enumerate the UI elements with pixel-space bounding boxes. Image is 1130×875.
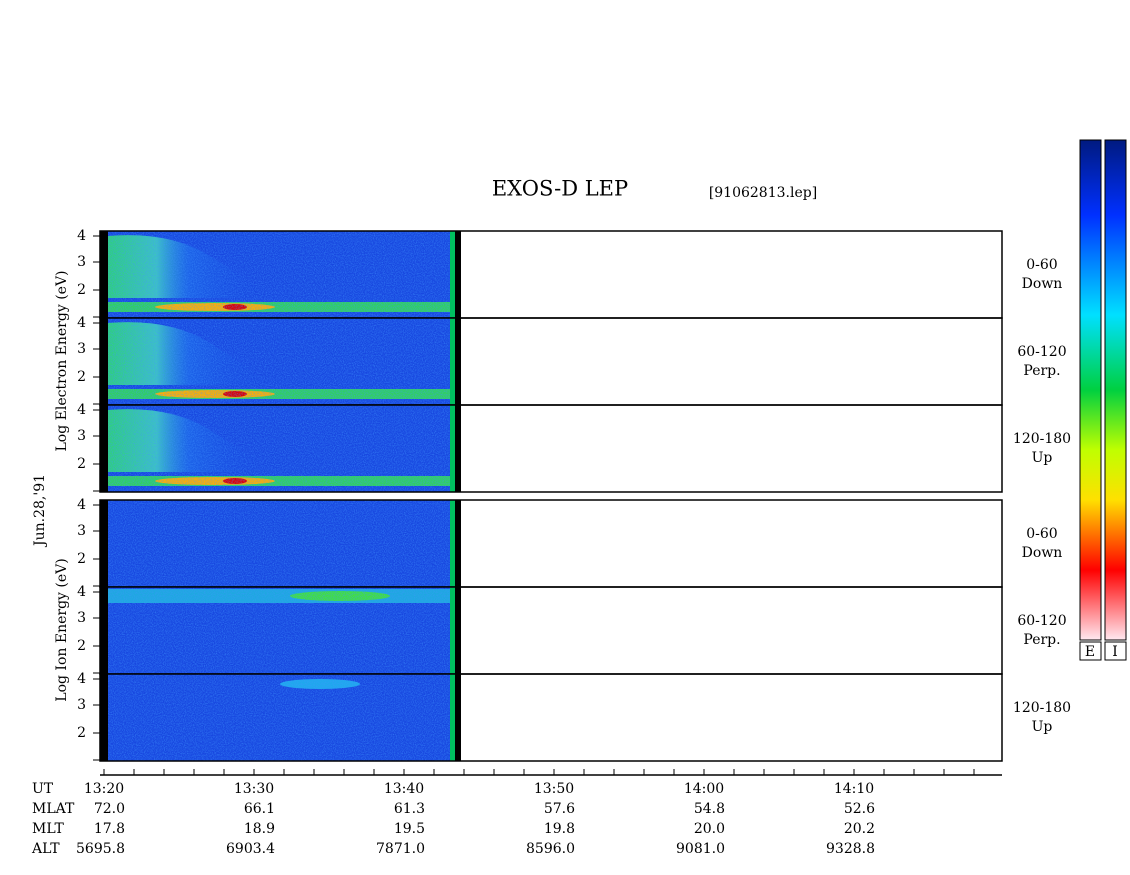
panel-frame	[99, 404, 1003, 493]
data-edge	[100, 587, 108, 674]
row-label: ALT	[31, 841, 60, 857]
ephemeris-value: 17.8	[94, 821, 125, 837]
y-tick-label: 3	[77, 428, 86, 444]
panel-direction: Up	[1032, 450, 1053, 466]
data-edge	[455, 405, 461, 492]
data-edge	[455, 587, 461, 674]
y-tick-label: 2	[77, 638, 86, 654]
row-label: UT	[32, 781, 54, 797]
time-label: 14:00	[684, 781, 724, 797]
ephemeris-value: 54.8	[694, 801, 725, 817]
ephemeris-value: 6903.4	[226, 841, 275, 857]
colorbar	[1079, 139, 1102, 641]
colorbar-label-box	[1079, 641, 1102, 661]
panel-direction: Down	[1022, 276, 1063, 292]
panel-angle: 60-120	[1017, 344, 1066, 360]
spectrogram-noise	[100, 405, 460, 492]
panel-direction: Perp.	[1023, 632, 1060, 648]
spectrogram-noise	[100, 587, 460, 674]
panel-direction: Perp.	[1023, 363, 1060, 379]
electron-axis-label: Log Electron Energy (eV)	[54, 270, 70, 451]
data-edge	[100, 318, 108, 405]
title: EXOS-D LEP	[492, 177, 628, 201]
y-tick-label: 3	[77, 610, 86, 626]
ephemeris-value: 20.0	[694, 821, 725, 837]
panel-angle: 60-120	[1017, 613, 1066, 629]
spectrogram-noise	[100, 231, 460, 318]
ephemeris-value: 20.2	[844, 821, 875, 837]
ephemeris-value: 8596.0	[526, 841, 575, 857]
data-edge	[455, 674, 461, 761]
ion-axis-label: Log Ion Energy (eV)	[54, 558, 70, 701]
date: Jun.28,'91	[32, 474, 48, 548]
time-label: 14:10	[834, 781, 874, 797]
ephemeris-value: 5695.8	[76, 841, 125, 857]
y-tick-label: 2	[77, 551, 86, 567]
colorbar-label-box	[1104, 641, 1127, 661]
colorbar-label: E	[1085, 644, 1095, 660]
data-edge	[100, 500, 108, 587]
ephemeris-value: 18.9	[244, 821, 275, 837]
ephemeris-value: 9328.8	[826, 841, 875, 857]
panel-angle: 0-60	[1026, 257, 1057, 273]
y-tick-label: 4	[77, 584, 86, 600]
y-tick-label: 3	[77, 697, 86, 713]
ephemeris-value: 19.8	[544, 821, 575, 837]
data-edge	[100, 405, 108, 492]
ephemeris-value: 61.3	[394, 801, 425, 817]
row-label: MLT	[32, 821, 64, 837]
data-edge	[455, 500, 461, 587]
data-edge	[450, 674, 455, 761]
panel-direction: Up	[1032, 719, 1053, 735]
spectrogram-noise	[100, 318, 460, 405]
y-tick-label: 3	[77, 523, 86, 539]
panel-angle: 120-180	[1013, 700, 1071, 716]
y-tick-label: 2	[77, 369, 86, 385]
y-tick-label: 4	[77, 228, 86, 244]
data-edge	[450, 405, 455, 492]
y-tick-label: 4	[77, 671, 86, 687]
data-edge	[455, 318, 461, 405]
time-label: 13:40	[384, 781, 424, 797]
y-tick-label: 2	[77, 282, 86, 298]
colorbar	[1104, 139, 1127, 641]
ephemeris-value: 72.0	[94, 801, 125, 817]
data-edge	[450, 318, 455, 405]
data-edge	[450, 231, 455, 318]
data-edge	[100, 231, 108, 318]
ephemeris-value: 7871.0	[376, 841, 425, 857]
panel-frame	[99, 673, 1003, 762]
row-label: MLAT	[32, 801, 75, 817]
panel-angle: 120-180	[1013, 431, 1071, 447]
data-edge	[450, 500, 455, 587]
ephemeris-value: 9081.0	[676, 841, 725, 857]
spectrogram-noise	[100, 500, 460, 587]
y-tick-label: 3	[77, 254, 86, 270]
time-label: 13:20	[84, 781, 124, 797]
y-tick-label: 2	[77, 456, 86, 472]
ephemeris-value: 52.6	[844, 801, 875, 817]
file-name: [91062813.lep]	[709, 185, 817, 201]
panel-direction: Down	[1022, 545, 1063, 561]
colorbar-label: I	[1112, 644, 1118, 660]
y-tick-label: 3	[77, 341, 86, 357]
ephemeris-value: 19.5	[394, 821, 425, 837]
panel-angle: 0-60	[1026, 526, 1057, 542]
y-tick-label: 2	[77, 725, 86, 741]
data-edge	[100, 674, 108, 761]
spectrogram-noise	[100, 674, 460, 761]
time-label: 13:30	[234, 781, 274, 797]
y-tick-label: 4	[77, 315, 86, 331]
y-tick-label: 4	[77, 402, 86, 418]
ephemeris-value: 66.1	[244, 801, 275, 817]
y-tick-label: 4	[77, 497, 86, 513]
data-edge	[450, 587, 455, 674]
ephemeris-value: 57.6	[544, 801, 575, 817]
time-label: 13:50	[534, 781, 574, 797]
data-edge	[455, 231, 461, 318]
